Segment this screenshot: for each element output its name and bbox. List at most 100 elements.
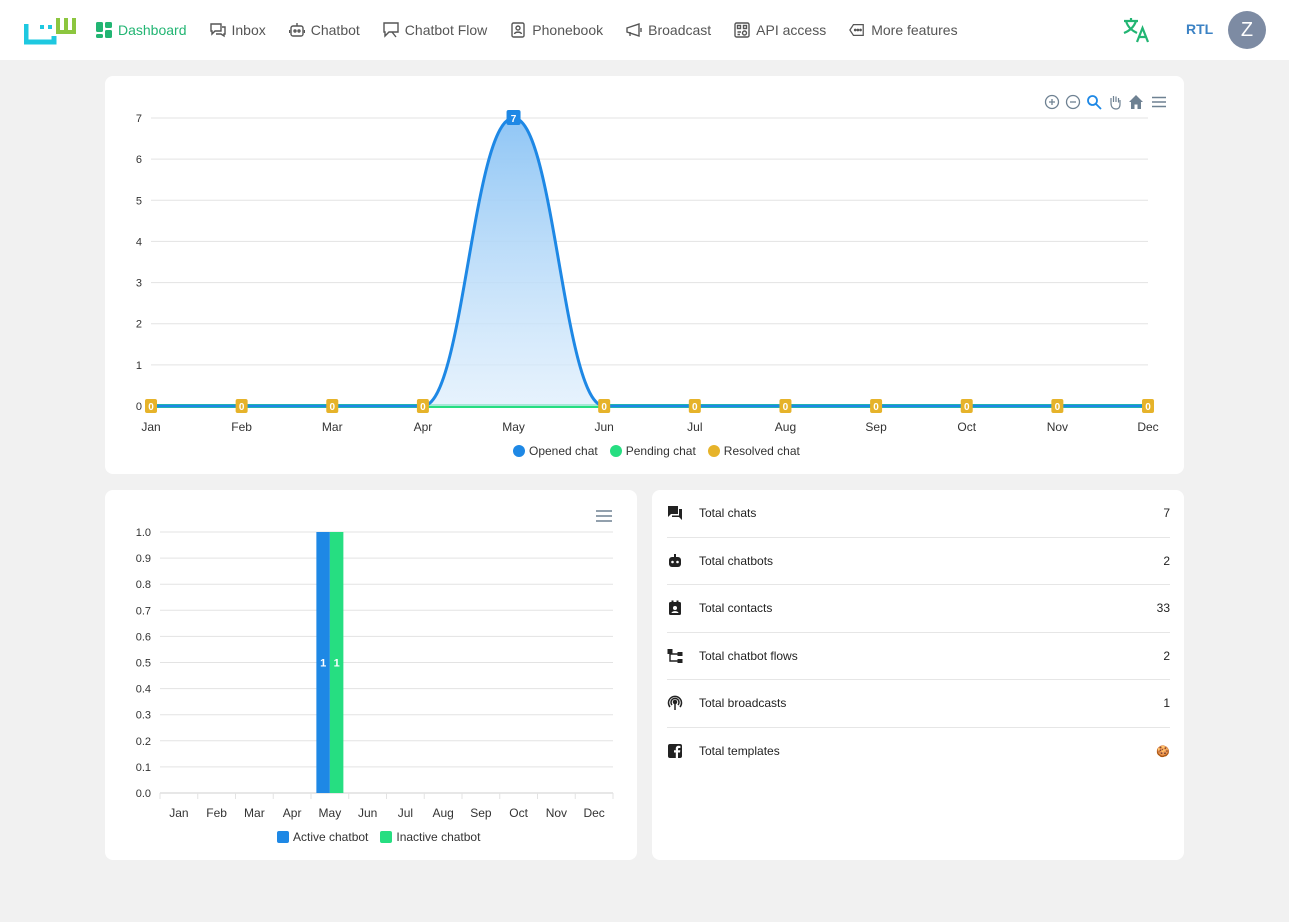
y-tick-label: 6 bbox=[136, 154, 142, 166]
legend-label: Inactive chatbot bbox=[396, 830, 481, 844]
nav-item-broadcast[interactable]: Broadcast bbox=[626, 22, 711, 38]
x-tick-label: Jan bbox=[141, 420, 160, 434]
bar-chart-menu-icon[interactable] bbox=[595, 508, 613, 524]
nav-label-chatbot-flow: Chatbot Flow bbox=[404, 22, 488, 38]
rtl-toggle[interactable]: RTL bbox=[1186, 21, 1214, 37]
stat-value: 🍪 bbox=[1156, 745, 1170, 758]
data-label: 0 bbox=[873, 402, 879, 413]
data-label-box bbox=[145, 399, 157, 413]
nav-item-phonebook[interactable]: Phonebook bbox=[510, 22, 603, 38]
reset-zoom-button[interactable] bbox=[1127, 93, 1144, 110]
broadcast-icon bbox=[667, 695, 683, 711]
data-label: 0 bbox=[601, 402, 607, 413]
legend-opened-chat[interactable]: Opened chat bbox=[513, 444, 598, 458]
x-tick-label: Feb bbox=[231, 420, 252, 434]
selection-zoom-button[interactable] bbox=[1085, 93, 1102, 110]
data-label: 0 bbox=[692, 402, 698, 413]
x-tick-label: Sep bbox=[470, 806, 492, 820]
chats-legend: Opened chat Pending chat Resolved chat bbox=[513, 444, 800, 458]
data-label-box bbox=[506, 110, 521, 125]
legend-resolved-chat[interactable]: Resolved chat bbox=[707, 444, 800, 458]
stat-label: Total templates bbox=[699, 744, 780, 759]
nav-label-broadcast: Broadcast bbox=[648, 22, 712, 38]
data-label-box bbox=[326, 399, 339, 413]
x-tick-label: Jul bbox=[398, 806, 413, 820]
zoom-in-icon bbox=[1044, 94, 1059, 109]
chart-toolbar bbox=[1043, 93, 1167, 110]
stat-value: 2 bbox=[1163, 648, 1170, 663]
facebook-icon bbox=[668, 744, 682, 759]
data-label-box bbox=[1051, 399, 1064, 413]
x-tick-label: Jul bbox=[687, 420, 702, 434]
translate-icon[interactable] bbox=[1122, 16, 1150, 44]
y-tick-label: 4 bbox=[136, 236, 142, 248]
legend-marker bbox=[609, 445, 622, 457]
chat-icon bbox=[668, 506, 682, 521]
bar-data-label: 1 bbox=[334, 658, 340, 670]
api-icon bbox=[734, 22, 750, 38]
stat-label: Total contacts bbox=[699, 601, 773, 616]
phonebook-icon bbox=[511, 22, 525, 38]
x-tick-label: Oct bbox=[957, 420, 976, 434]
data-label-box bbox=[870, 399, 883, 413]
series-line-opened-chat bbox=[151, 116, 1148, 408]
more-features-icon bbox=[849, 24, 865, 36]
legend-label: Opened chat bbox=[529, 444, 598, 458]
nav-label-dashboard: Dashboard bbox=[118, 22, 187, 38]
nav-item-chatbot[interactable]: Chatbot bbox=[288, 22, 360, 38]
data-label-box bbox=[416, 399, 429, 413]
data-label: 0 bbox=[239, 402, 245, 413]
stat-total-chatbot-flows: Total chatbot flows 2 bbox=[667, 633, 1170, 680]
stat-value: 1 bbox=[1163, 696, 1170, 711]
nav-item-api-access[interactable]: API access bbox=[734, 22, 826, 38]
zoom-out-icon bbox=[1065, 94, 1080, 109]
stat-total-chats: Total chats 7 bbox=[667, 490, 1170, 538]
zoom-out-button[interactable] bbox=[1064, 93, 1081, 110]
y-tick-label: 0.3 bbox=[136, 710, 151, 722]
stat-value: 7 bbox=[1163, 506, 1170, 521]
nav-item-chatbot-flow[interactable]: Chatbot Flow bbox=[383, 22, 487, 38]
stat-label: Total broadcasts bbox=[699, 696, 787, 711]
y-tick-label: 1 bbox=[136, 360, 142, 372]
x-tick-label: Aug bbox=[432, 806, 453, 820]
data-label: 0 bbox=[783, 402, 789, 413]
y-tick-label: 0.6 bbox=[136, 631, 151, 643]
nav-item-dashboard[interactable]: Dashboard bbox=[96, 22, 187, 38]
robot-icon bbox=[669, 553, 681, 567]
y-tick-label: 2 bbox=[136, 319, 142, 331]
nav-label-inbox: Inbox bbox=[231, 22, 266, 38]
y-tick-label: 0.1 bbox=[136, 762, 151, 774]
data-label-box bbox=[1142, 399, 1154, 413]
y-tick-label: 5 bbox=[136, 195, 142, 207]
nav-item-inbox[interactable]: Inbox bbox=[209, 22, 266, 38]
legend-inactive-chatbot[interactable]: Inactive chatbot bbox=[380, 830, 480, 844]
nav-item-more-features[interactable]: More features bbox=[849, 22, 958, 38]
nav-label-phonebook: Phonebook bbox=[532, 22, 604, 38]
y-tick-label: 0.7 bbox=[136, 605, 151, 617]
series-area-opened-chat bbox=[151, 118, 1148, 406]
legend-label: Active chatbot bbox=[293, 830, 369, 844]
x-tick-label: Mar bbox=[322, 420, 343, 434]
legend-pending-chat[interactable]: Pending chat bbox=[609, 444, 696, 458]
x-tick-label: Sep bbox=[865, 420, 887, 434]
legend-label: Pending chat bbox=[625, 444, 696, 458]
y-tick-label: 1.0 bbox=[136, 527, 151, 539]
robot-icon bbox=[288, 23, 305, 37]
data-label-box bbox=[960, 399, 973, 413]
stat-total-templates: Total templates 🍪 bbox=[667, 728, 1170, 776]
stat-label: Total chatbots bbox=[699, 553, 774, 568]
stats-list: Total chats 7 Total chatbots 2 Total con… bbox=[667, 490, 1170, 775]
avatar[interactable]: Z bbox=[1228, 11, 1266, 49]
menu-icon bbox=[1151, 96, 1166, 107]
y-tick-label: 0 bbox=[136, 401, 142, 413]
inbox-icon bbox=[209, 23, 226, 38]
pan-button[interactable] bbox=[1106, 93, 1123, 110]
main-nav: Dashboard Inbox Chatbot Chatbot Flow Pho… bbox=[96, 0, 981, 60]
stat-label: Total chats bbox=[699, 506, 757, 521]
legend-active-chatbot[interactable]: Active chatbot bbox=[277, 830, 368, 844]
zoom-in-button[interactable] bbox=[1043, 93, 1060, 110]
app-logo[interactable] bbox=[24, 14, 78, 46]
data-label: 0 bbox=[1055, 402, 1061, 413]
chart-menu-button[interactable] bbox=[1150, 93, 1167, 110]
legend-label: Resolved chat bbox=[723, 444, 800, 458]
